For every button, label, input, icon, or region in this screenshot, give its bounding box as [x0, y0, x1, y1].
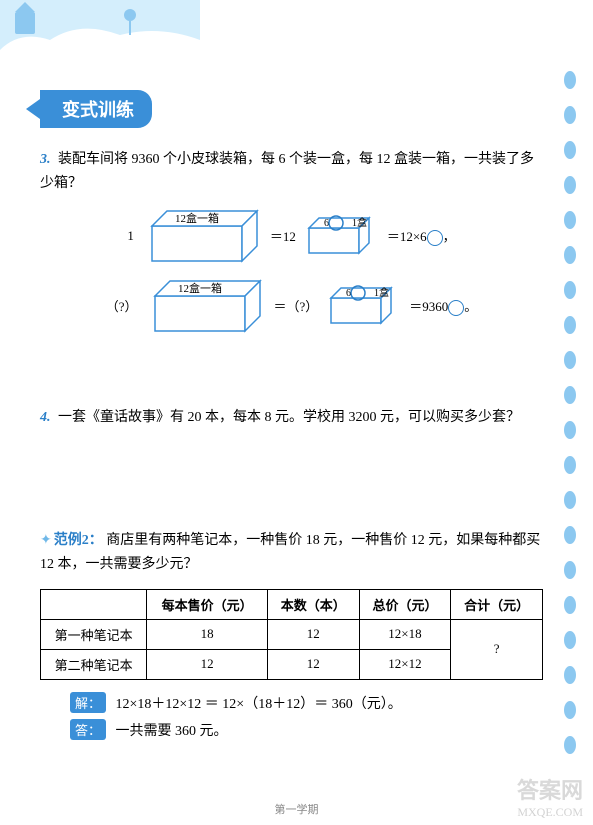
circle-marker-2: [448, 300, 464, 316]
example-2-label: 范例2：: [54, 533, 103, 548]
svg-text:6: 6: [346, 288, 351, 299]
corner-decoration: [0, 0, 200, 60]
small-box-2: 6 1盒: [326, 283, 401, 328]
problem-3-text: 装配车间将 9360 个小皮球装箱，每 6 个装一盒，每 12 盒装一箱，一共装…: [40, 152, 534, 191]
table-header-row: 每本售价（元） 本数（本） 总价（元） 合计（元）: [41, 589, 543, 619]
svg-text:12盒一箱: 12盒一箱: [178, 281, 222, 295]
section-banner: 变式训练: [40, 90, 152, 128]
r1c1: 18: [147, 619, 268, 649]
answer-text: 一共需要 360 元。: [116, 724, 228, 739]
right-decoration: [555, 60, 585, 805]
r2c0: 第二种笔记本: [41, 649, 147, 679]
answer-label: 答：: [70, 719, 106, 740]
small-box-1: 6 1盒: [304, 213, 379, 258]
r1c0: 第一种笔记本: [41, 619, 147, 649]
r2c2: 12: [267, 649, 359, 679]
solution-text: 12×18＋12×12 ＝ 12×（18＋12）＝ 360（元）。: [116, 697, 402, 712]
problem-4: 4. 一套《童话故事》有 20 本，每本 8 元。学校用 3200 元，可以购买…: [40, 406, 543, 430]
svg-text:6: 6: [324, 218, 329, 229]
svg-text:12盒一箱: 12盒一箱: [175, 211, 219, 225]
notebook-table: 每本售价（元） 本数（本） 总价（元） 合计（元） 第一种笔记本 18 12 1…: [40, 589, 543, 680]
r2c3: 12×12: [359, 649, 451, 679]
star-icon: ✦: [40, 533, 52, 548]
r1c2: 12: [267, 619, 359, 649]
th-blank: [41, 589, 147, 619]
problem-3-num: 3.: [40, 152, 51, 167]
merged-sum: ?: [451, 619, 543, 679]
svg-text:1盒: 1盒: [374, 286, 389, 299]
big-box-1: 12盒一箱: [142, 206, 262, 266]
d2-mid: ＝（?）: [273, 296, 318, 315]
solution-label: 解：: [70, 692, 106, 713]
d1-right: ＝12×6，: [387, 226, 456, 246]
th-price: 每本售价（元）: [147, 589, 268, 619]
d1-mid: ＝12: [270, 226, 296, 245]
big-box-2: 12盒一箱: [145, 276, 265, 336]
example-2-text: 商店里有两种笔记本，一种售价 18 元，一种售价 12 元，如果每种都买 12 …: [40, 533, 540, 572]
diagram-row-2: （?） 12盒一箱 ＝（?） 6 1盒 ＝9360。: [40, 276, 543, 336]
solution-line: 解： 12×18＋12×12 ＝ 12×（18＋12）＝ 360（元）。: [70, 692, 543, 713]
table-row-1: 第一种笔记本 18 12 12×18 ?: [41, 619, 543, 649]
r2c1: 12: [147, 649, 268, 679]
answer-line: 答： 一共需要 360 元。: [70, 719, 543, 740]
d2-left: （?）: [106, 296, 138, 315]
diagram-row-1: 1 12盒一箱 ＝12 6 1盒 ＝12×6，: [40, 206, 543, 266]
svg-text:1盒: 1盒: [352, 216, 367, 229]
problem-4-text: 一套《童话故事》有 20 本，每本 8 元。学校用 3200 元，可以购买多少套…: [58, 410, 520, 425]
r1c3: 12×18: [359, 619, 451, 649]
d1-left: 1: [127, 228, 134, 244]
d2-right: ＝9360。: [409, 296, 477, 316]
th-sum: 合计（元）: [451, 589, 543, 619]
th-count: 本数（本）: [267, 589, 359, 619]
page-footer: 第一学期: [0, 801, 593, 817]
page-container: 变式训练 3. 装配车间将 9360 个小皮球装箱，每 6 个装一盒，每 12 …: [0, 0, 593, 825]
problem-4-num: 4.: [40, 410, 51, 425]
problem-3: 3. 装配车间将 9360 个小皮球装箱，每 6 个装一盒，每 12 盒装一箱，…: [40, 148, 543, 196]
circle-marker-1: [427, 230, 443, 246]
example-2: ✦范例2： 商店里有两种笔记本，一种售价 18 元，一种售价 12 元，如果每种…: [40, 529, 543, 577]
th-total: 总价（元）: [359, 589, 451, 619]
